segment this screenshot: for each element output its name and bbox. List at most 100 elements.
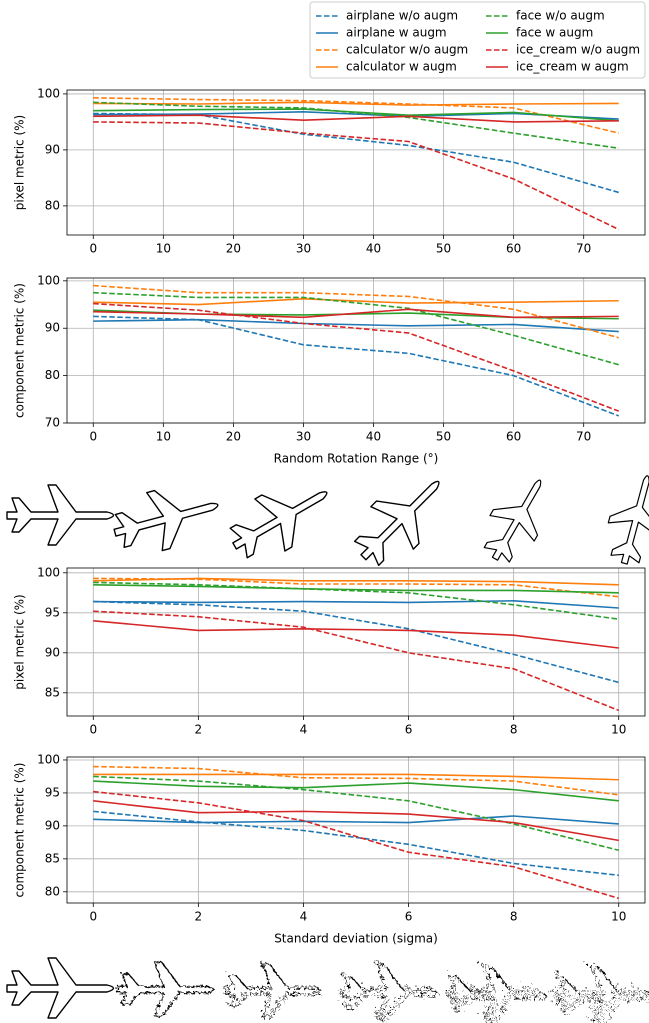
- y-axis-label: component metric (%): [13, 763, 27, 898]
- series-line: [93, 114, 619, 123]
- sketch: [106, 474, 227, 562]
- sketch: [598, 468, 649, 571]
- series-line: [93, 620, 619, 649]
- y-tick-label: 90: [45, 818, 60, 832]
- series-line: [93, 308, 619, 319]
- x-tick-label: 20: [226, 430, 241, 444]
- rotation-examples: [6, 459, 649, 579]
- legend: airplane w/o augm airplane w augm calculat…: [309, 1, 646, 79]
- x-tick-label: 70: [576, 242, 591, 256]
- y-axis-label: component metric (%): [13, 283, 27, 418]
- x-tick-label: 10: [611, 910, 626, 924]
- series-line: [93, 584, 619, 594]
- sketch: [221, 960, 319, 1016]
- series-line: [93, 291, 619, 366]
- series-line: [93, 815, 619, 825]
- series-line: [93, 121, 620, 231]
- y-tick-label: 90: [45, 645, 60, 659]
- sketch: [115, 960, 213, 1016]
- y-tick-label: 100: [37, 565, 60, 579]
- x-tick-label: 8: [510, 723, 518, 737]
- y-tick-label: 95: [45, 785, 60, 799]
- x-axis-label: Standard deviation (sigma): [274, 932, 438, 946]
- x-tick-label: 60: [506, 430, 521, 444]
- series-line: [93, 318, 619, 333]
- series-line: [93, 581, 619, 620]
- series-line: [93, 790, 619, 900]
- x-axis-label: Random Rotation Range (°): [274, 452, 439, 466]
- legend-label: airplane w/o augm: [346, 9, 458, 23]
- x-tick-label: 0: [89, 242, 97, 256]
- y-tick-label: 90: [45, 142, 60, 156]
- x-tick-label: 4: [300, 910, 308, 924]
- series-line: [93, 108, 619, 122]
- series-line: [93, 284, 619, 339]
- x-tick-label: 50: [436, 242, 451, 256]
- y-tick-label: 80: [45, 198, 60, 212]
- sketch: [341, 459, 461, 579]
- x-tick-label: 2: [195, 723, 203, 737]
- x-tick-label: 6: [405, 723, 413, 737]
- axes: 0 10 20 30 40 50 60 70 80 90 100 pixel metric (%): [13, 86, 646, 256]
- y-tick-label: 100: [37, 273, 60, 287]
- x-tick-label: 6: [405, 910, 413, 924]
- axes: 0 2 4 6 8 10 85 90 95 100 pixel metric (%): [13, 565, 646, 737]
- x-tick-label: 0: [89, 723, 97, 737]
- x-tick-label: 0: [89, 910, 97, 924]
- x-tick-label: 2: [195, 910, 203, 924]
- x-tick-label: 10: [156, 242, 171, 256]
- x-tick-label: 40: [366, 242, 381, 256]
- legend-label: calculator w/o augm: [346, 43, 468, 57]
- x-tick-label: 20: [226, 242, 241, 256]
- y-axis-label: pixel metric (%): [13, 594, 27, 689]
- y-tick-label: 80: [45, 884, 60, 898]
- legend-label: ice_cream w/o augm: [516, 43, 640, 57]
- axes-frame: [66, 567, 646, 717]
- y-tick-label: 100: [37, 86, 60, 100]
- series-line: [93, 773, 619, 781]
- sketch: [471, 466, 563, 572]
- x-tick-label: 10: [611, 723, 626, 737]
- series-line: [93, 780, 619, 802]
- axes-frame: [66, 756, 646, 904]
- series-line: [93, 315, 620, 417]
- x-tick-label: 50: [436, 430, 451, 444]
- y-tick-label: 80: [45, 368, 60, 382]
- x-tick-label: 30: [296, 242, 311, 256]
- y-tick-label: 95: [45, 605, 60, 619]
- y-axis-label: pixel metric (%): [13, 115, 27, 210]
- series-line: [93, 112, 619, 194]
- x-tick-label: 70: [576, 430, 591, 444]
- sketch: [441, 960, 539, 1016]
- legend-label: face w/o augm: [516, 9, 605, 23]
- x-tick-label: 40: [366, 430, 381, 444]
- legend-label: face w augm: [516, 26, 593, 40]
- series-line: [93, 101, 619, 106]
- legend-frame: [309, 1, 646, 79]
- series-line: [93, 298, 619, 306]
- legend-label: airplane w augm: [346, 26, 447, 40]
- series-line: [93, 577, 619, 586]
- sketch: [6, 957, 115, 1019]
- noise-examples: [6, 957, 645, 1019]
- axes-frame: [66, 277, 646, 424]
- x-tick-label: 4: [300, 723, 308, 737]
- y-tick-label: 90: [45, 321, 60, 335]
- x-tick-label: 0: [89, 430, 97, 444]
- sketch: [335, 960, 433, 1016]
- sketch: [218, 465, 343, 573]
- series-line: [93, 800, 619, 842]
- x-tick-label: 30: [296, 430, 311, 444]
- series-line: [93, 599, 619, 609]
- axes: 0 2 4 6 8 10 80 85 90 95 100 component metric (%) St…: [13, 752, 646, 946]
- sketch: [547, 960, 645, 1016]
- series-line: [93, 810, 619, 877]
- sketch: [6, 484, 115, 546]
- y-tick-label: 100: [37, 752, 60, 766]
- x-tick-label: 10: [156, 430, 171, 444]
- y-tick-label: 70: [45, 416, 60, 430]
- x-tick-label: 60: [506, 242, 521, 256]
- axes: 0 10 20 30 40 50 60 70 70 80 90 100 component metric…: [13, 273, 646, 466]
